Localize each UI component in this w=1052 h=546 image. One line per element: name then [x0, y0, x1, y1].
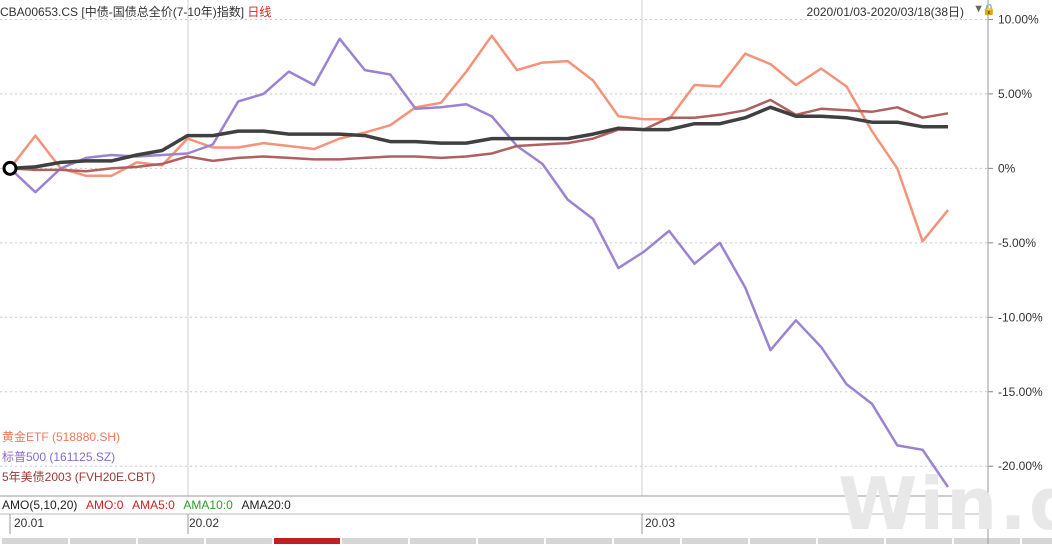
series-line-1 [9, 37, 950, 488]
x-tick-label: 20.01 [14, 516, 45, 530]
chart-header: CBA00653.CS [中债-国债总全价(7-10年)指数] 日线 [0, 3, 271, 20]
scroll-segment[interactable] [206, 538, 272, 544]
date-range[interactable]: 2020/01/03-2020/03/18(38日) [806, 5, 964, 19]
scroll-segment[interactable] [478, 538, 544, 544]
x-tick-label: 20.03 [645, 516, 676, 530]
scroll-segment[interactable] [274, 538, 340, 544]
scroll-segment[interactable] [614, 538, 680, 544]
series-line-2 [9, 98, 949, 173]
y-tick-label: -10.00% [998, 310, 1043, 324]
amo-title: AMO(5,10,20) [2, 498, 78, 512]
wind-watermark-logo: Win.d [838, 462, 1052, 546]
y-tick-label: -20.00% [998, 459, 1043, 473]
dropdown-icon[interactable]: ▼ [973, 3, 984, 15]
scroll-segment[interactable] [138, 538, 204, 544]
series-line-0 [9, 34, 949, 243]
period-label[interactable]: 日线 [247, 5, 272, 19]
scroll-segment[interactable] [682, 538, 748, 544]
y-tick-label: 0% [998, 161, 1016, 175]
scroll-segment[interactable] [70, 538, 136, 544]
legend-gold-etf[interactable]: 黄金ETF (518880.SH) [2, 430, 121, 444]
ama10-value: AMA10:0 [183, 498, 233, 512]
scroll-segment[interactable] [546, 538, 612, 544]
y-tick-label: -5.00% [998, 236, 1036, 250]
scroll-segment[interactable] [818, 538, 884, 544]
y-tick-label: 10.00% [998, 12, 1039, 26]
y-tick-label: 5.00% [998, 87, 1032, 101]
legend-5y-treasury[interactable]: 5年美债2003 (FVH20E.CBT) [2, 470, 156, 484]
amo-value: AMO:0 [86, 498, 124, 512]
origin-marker[interactable] [2, 160, 18, 176]
scroll-segment[interactable] [2, 538, 68, 544]
lock-icon[interactable]: 🔒 [982, 4, 996, 16]
y-tick-label: -15.00% [998, 385, 1043, 399]
index-code: CBA00653.CS [0, 5, 79, 19]
scroll-segment[interactable] [342, 538, 408, 544]
index-name: [中债-国债总全价(7-10年)指数] [81, 5, 245, 19]
series-line-3 [9, 105, 948, 171]
ama5-value: AMA5:0 [132, 498, 175, 512]
scroll-segment[interactable] [886, 538, 952, 544]
scroll-segment[interactable] [1022, 538, 1052, 544]
legend-sp500[interactable]: 标普500 (161125.SZ) [2, 450, 116, 464]
scroll-segment[interactable] [750, 538, 816, 544]
ama20-value: AMA20:0 [241, 498, 291, 512]
scroll-segment[interactable] [954, 538, 1020, 544]
amo-indicator-row: AMO(5,10,20) AMO:0 AMA5:0 AMA10:0 AMA20:… [2, 498, 297, 512]
scroll-segment[interactable] [410, 538, 476, 544]
x-tick-label: 20.02 [189, 516, 220, 530]
